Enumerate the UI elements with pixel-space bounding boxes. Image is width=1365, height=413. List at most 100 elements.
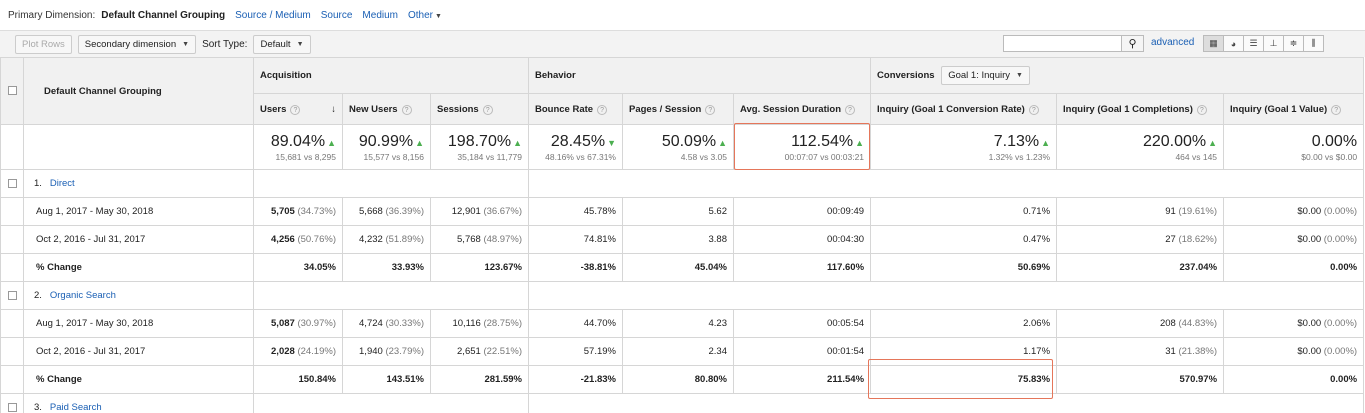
totals-cell: 198.70% ▲ 35,184 vs 11,779 (430, 124, 529, 170)
percent-change-row: % Change 34.05% 33.93% 123.67% -38.81% 45.04%… (0, 253, 1365, 282)
column-header[interactable]: Sessions? (430, 93, 529, 125)
metric-cell: 0.00% (1223, 253, 1365, 282)
metric-share: (30.97%) (297, 318, 336, 329)
channel-link[interactable]: Direct (49, 178, 75, 189)
metric-value: 2,028 (271, 346, 295, 357)
column-header-label: Pages / Session (629, 103, 702, 115)
goal-select[interactable]: Goal 1: Inquiry ▼ (941, 66, 1030, 85)
metric-value: 80.80% (694, 374, 727, 385)
totals-percent: 112.54% (791, 132, 854, 150)
conversions-label: Conversions (877, 70, 935, 81)
term-cloud-view-icon[interactable]: ≑ (1283, 35, 1304, 52)
help-icon[interactable]: ? (845, 104, 855, 115)
channel-index: 3. (34, 402, 42, 413)
help-icon[interactable]: ? (1196, 104, 1207, 115)
sort-type-select[interactable]: Default ▼ (253, 34, 311, 54)
metric-cell: $0.00 (0.00%) (1223, 197, 1365, 226)
goal-select-value: Goal 1: Inquiry (948, 70, 1011, 81)
metric-cell: 4,232 (51.89%) (342, 225, 431, 254)
column-header[interactable]: Avg. Session Duration? (732, 93, 872, 125)
arrow-up-icon: ▲ (415, 137, 424, 148)
metric-value: 12,901 (451, 206, 481, 217)
metric-cell: 00:04:30 (732, 225, 872, 254)
table-view-icon[interactable]: ▦ (1203, 35, 1224, 52)
sort-descending-icon[interactable]: ↓ (331, 103, 336, 115)
metric-value: 2,651 (457, 346, 481, 357)
pie-view-icon[interactable]: ◕ (1223, 35, 1244, 52)
primary-dimension-bar: Primary Dimension: Default Channel Group… (0, 0, 1365, 30)
metric-value: 211.54% (827, 374, 865, 385)
select-all-checkbox[interactable] (7, 86, 17, 96)
help-icon[interactable]: ? (597, 104, 608, 115)
column-header-label: Users (260, 103, 287, 115)
arrow-up-icon: ▲ (327, 137, 336, 148)
help-icon[interactable]: ? (290, 104, 301, 115)
performance-view-icon[interactable]: ☰ (1243, 35, 1264, 52)
row-checkbox[interactable] (7, 178, 17, 188)
metric-share: (51.89%) (385, 234, 424, 245)
acquisition-group: Acquisition (253, 57, 529, 94)
column-header[interactable]: Users? ↓ (253, 93, 343, 125)
column-header[interactable]: New Users? (342, 93, 431, 125)
primary-dimension-current: Default Channel Grouping (101, 9, 226, 21)
arrow-up-icon: ▲ (718, 137, 727, 148)
column-header[interactable]: Pages / Session? (622, 93, 734, 125)
chevron-down-icon: ▼ (182, 40, 190, 48)
totals-cell: 28.45% ▼ 48.16% vs 67.31% (528, 124, 623, 170)
help-icon[interactable]: ? (401, 104, 412, 115)
column-header[interactable]: Bounce Rate? (528, 93, 623, 125)
pivot-view-icon[interactable]: ⫼ (1303, 35, 1324, 52)
help-icon[interactable]: ? (482, 104, 493, 115)
dimension-option-medium[interactable]: Medium (362, 9, 398, 21)
dimension-option-source-medium[interactable]: Source / Medium (235, 9, 311, 21)
metric-cell: 123.67% (430, 253, 529, 282)
row-checkbox[interactable] (7, 290, 17, 300)
metric-value: 34.05% (303, 262, 336, 273)
date-range-row: Oct 2, 2016 - Jul 31, 2017 2,028 (24.19%)… (0, 337, 1365, 366)
dimension-option-other[interactable]: Other ▼ (408, 10, 442, 21)
metric-value: 4,724 (359, 318, 383, 329)
column-header[interactable]: Inquiry (Goal 1 Value)? (1223, 93, 1365, 125)
secondary-dimension-select[interactable]: Secondary dimension ▼ (77, 34, 197, 54)
date-range-label: % Change (23, 253, 254, 282)
search-input[interactable] (1003, 35, 1123, 52)
metric-share: (24.19%) (297, 346, 336, 357)
row-checkbox[interactable] (7, 402, 17, 412)
metric-share: (34.73%) (297, 206, 336, 217)
view-switcher: ▦ ◕ ☰ ⊥ ≑ ⫼ (1203, 35, 1324, 52)
metric-value: -21.83% (580, 374, 616, 385)
data-table: Default Channel Grouping Acquisition Beh… (0, 57, 1365, 413)
plot-rows-button[interactable]: Plot Rows (15, 34, 72, 54)
metric-cell: 2,028 (24.19%) (253, 337, 343, 366)
dimension-option-source[interactable]: Source (320, 9, 353, 21)
column-header[interactable]: Inquiry (Goal 1 Conversion Rate)? (870, 93, 1058, 125)
metric-cell: 281.59% (430, 365, 529, 394)
metric-share: (48.97%) (483, 234, 522, 245)
help-icon[interactable]: ? (1331, 104, 1342, 115)
metric-cell: 4,256 (50.76%) (253, 225, 343, 254)
row-spacer-cell (0, 337, 24, 366)
metric-cell: 00:05:54 (732, 309, 872, 338)
metric-cell: 50.69% (870, 253, 1058, 282)
metric-cell: 117.60% (732, 253, 872, 282)
help-icon[interactable]: ? (705, 104, 716, 115)
channel-link[interactable]: Paid Search (49, 402, 102, 413)
metric-cell: -21.83% (528, 365, 623, 394)
arrow-up-icon: ▲ (513, 137, 522, 148)
column-header-label: Inquiry (Goal 1 Conversion Rate) (877, 103, 1025, 115)
metric-value: 143.51% (386, 374, 424, 385)
totals-cell: 112.54% ▲ 00:07:07 vs 00:03:21 (732, 124, 872, 170)
comparison-view-icon[interactable]: ⊥ (1263, 35, 1284, 52)
metric-value: 91 (1165, 206, 1176, 217)
metric-value: 281.59% (484, 374, 522, 385)
metric-value: 2.34 (708, 346, 728, 357)
help-icon[interactable]: ? (1028, 104, 1039, 115)
search-button[interactable]: ⚲ (1122, 35, 1144, 52)
column-header[interactable]: Inquiry (Goal 1 Completions)? (1056, 93, 1225, 125)
metric-value: 1,940 (359, 346, 383, 357)
totals-percent: 90.99% (358, 132, 414, 150)
metric-value: $0.00 (1297, 234, 1322, 245)
totals-comparison: 464 vs 145 (1175, 151, 1218, 162)
advanced-filter-link[interactable]: advanced (1151, 37, 1195, 48)
channel-link[interactable]: Organic Search (49, 290, 116, 301)
